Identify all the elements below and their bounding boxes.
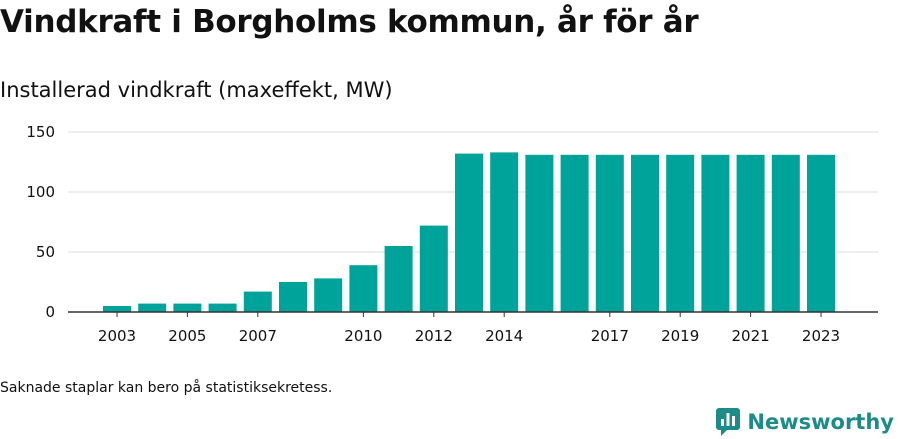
newsworthy-logo-icon (716, 408, 741, 436)
bars (103, 152, 835, 312)
bar-2018 (631, 154, 659, 312)
x-tick-label: 2010 (344, 327, 382, 345)
bar-2020 (701, 154, 730, 312)
bar-2021 (736, 154, 765, 312)
brand-name: Newsworthy (747, 410, 894, 434)
bar-2006 (208, 303, 237, 312)
bar-2007 (243, 291, 272, 312)
chart-subtitle: Installerad vindkraft (maxeffekt, MW) (0, 78, 393, 102)
y-tick-label: 150 (26, 123, 55, 141)
bar-2004 (138, 303, 167, 312)
x-tick-label: 2023 (802, 327, 840, 345)
bar-2022 (771, 154, 800, 312)
x-tick-label: 2019 (661, 327, 699, 345)
x-tick-label: 2012 (415, 327, 453, 345)
x-tick-label: 2014 (485, 327, 523, 345)
y-tick-label: 50 (36, 243, 55, 261)
bar-2003 (103, 306, 131, 312)
bar-2013 (455, 153, 483, 312)
x-tick-label: 2017 (591, 327, 629, 345)
bar-2009 (314, 278, 343, 312)
bar-2005 (173, 303, 202, 312)
newsworthy-brand[interactable]: Newsworthy (715, 405, 894, 439)
y-tick-label: 0 (45, 303, 55, 321)
bar-2023 (807, 154, 835, 312)
bar-2012 (419, 225, 448, 312)
x-tick-label: 2007 (239, 327, 277, 345)
bar-2016 (560, 154, 589, 312)
x-tick-label: 2021 (732, 327, 770, 345)
x-axis-labels: 2003 2005 2007 2010 2012 2014 2017 2019 2021 2023 (98, 312, 840, 345)
bar-2010 (349, 265, 378, 312)
bar-2017 (595, 154, 624, 312)
footnote: Saknade staplar kan bero på statistiksek… (0, 380, 333, 396)
bar-2015 (525, 154, 554, 312)
x-tick-label: 2005 (168, 327, 206, 345)
bar-2008 (279, 282, 307, 312)
chart-title: Vindkraft i Borgholms kommun, år för år (0, 4, 699, 40)
y-tick-label: 100 (26, 183, 55, 201)
x-tick-label: 2003 (98, 327, 136, 345)
bar-2011 (384, 246, 413, 312)
y-axis-labels: 0 50 100 150 (26, 123, 55, 321)
bar-2019 (666, 154, 695, 312)
bar-2014 (490, 152, 519, 312)
